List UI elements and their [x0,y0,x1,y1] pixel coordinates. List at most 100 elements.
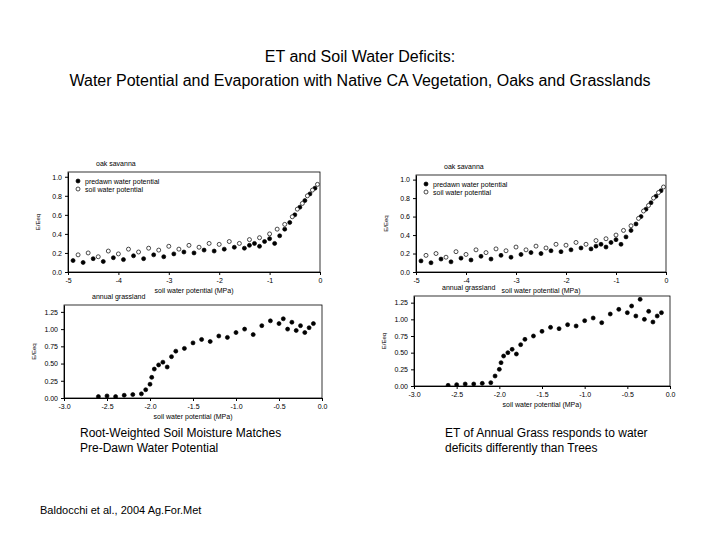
point [625,311,629,315]
y-tick-label: 0.4 [52,231,62,238]
x-tick-mark [279,398,280,401]
point [479,254,483,258]
point [182,346,186,350]
x-tick: -2 [563,272,569,284]
point [584,242,588,246]
point [604,245,608,249]
x-tick-label: 0 [319,277,323,284]
y-axis-line [68,173,69,273]
y-tick-label: 0.0 [52,269,62,276]
point [273,241,277,245]
point [499,253,503,257]
y-tick: 0.75 [394,333,414,340]
point [499,361,503,365]
plot-frame [68,172,320,272]
y-axis-line [414,297,415,387]
y-tick: 0.25 [394,366,414,373]
point [574,324,578,328]
point [174,349,178,353]
y-tick-label: 1.00 [44,326,58,333]
y-tick: 1.25 [394,299,414,306]
y-tick-label: 0.00 [44,395,58,402]
point [234,331,238,335]
point [608,312,612,316]
point [157,363,161,367]
point [454,250,458,254]
point [655,314,659,318]
x-tick-label: -1.0 [579,391,591,398]
point [614,233,618,237]
x-tick-mark [169,272,170,275]
point [647,203,651,207]
point [252,241,256,245]
point [122,393,126,397]
y-tick: 0.75 [44,343,64,350]
panel: -3.0-2.5-2.0-1.5-1.0-0.50.00.000.250.500… [31,293,327,421]
point [469,258,473,262]
x-tick-mark [150,398,151,401]
point [96,255,100,259]
point [243,327,247,331]
point [294,328,298,332]
point [290,320,294,324]
point [531,334,535,338]
point [192,251,196,255]
point [523,337,527,341]
x-tick: -1.0 [579,386,591,398]
panel-title: annual grassland [442,284,495,292]
y-tick: 0.0 [400,269,416,276]
x-tick-mark [585,386,586,389]
x-tick-mark [466,272,467,275]
legend: predawn water potentialsoil water potent… [76,178,160,194]
y-tick-label: 1.00 [394,316,408,323]
x-tick: 0 [319,272,323,284]
point [614,238,618,242]
x-tick: 0.0 [666,386,676,398]
x-tick: -3 [166,272,172,284]
y-axis: 0.000.250.500.751.001.25 [44,306,64,402]
y-axis-line [64,306,65,399]
y-tick: 0.00 [44,395,64,402]
point [251,333,255,337]
point [288,220,292,224]
point [554,242,558,246]
point [424,253,428,257]
y-tick-label: 0.2 [52,250,62,257]
point [599,242,603,246]
legend: predawn water potentialsoil water potent… [424,181,508,197]
y-tick: 0.8 [52,193,68,200]
point [455,383,459,386]
y-tick-mark [413,217,416,218]
point [662,185,666,189]
point [544,246,548,250]
x-axis-title: soil water potential (MPa) [502,287,581,295]
point [96,395,100,398]
point [222,247,226,251]
y-tick-label: 0.8 [400,195,410,202]
x-tick-label: -3 [166,277,172,284]
x-tick-mark [627,386,628,389]
y-tick-label: 0.25 [394,366,408,373]
y-tick-label: 0.75 [44,343,58,350]
y-tick-mark [65,177,68,178]
x-axis-title: soil water potential (MPa) [503,401,582,409]
point [137,250,141,254]
x-axis-line [69,272,321,273]
x-tick: -3.0 [58,398,70,410]
x-tick-mark [499,386,500,389]
y-tick: 0.4 [400,232,416,239]
x-axis: -5-4-3-2-10 [65,272,322,284]
panel-title: oak savanna [444,163,484,170]
point [489,381,493,385]
y-tick-label: 0.50 [394,349,408,356]
point [227,240,231,244]
series [446,297,663,386]
point [139,392,143,396]
x-tick: -2.0 [144,398,156,410]
y-tick: 0.2 [400,250,416,257]
y-tick: 1.0 [400,176,416,183]
x-tick: 0 [665,272,669,284]
point [569,248,573,252]
legend-label: soil water potential [85,186,143,194]
point [299,324,303,328]
